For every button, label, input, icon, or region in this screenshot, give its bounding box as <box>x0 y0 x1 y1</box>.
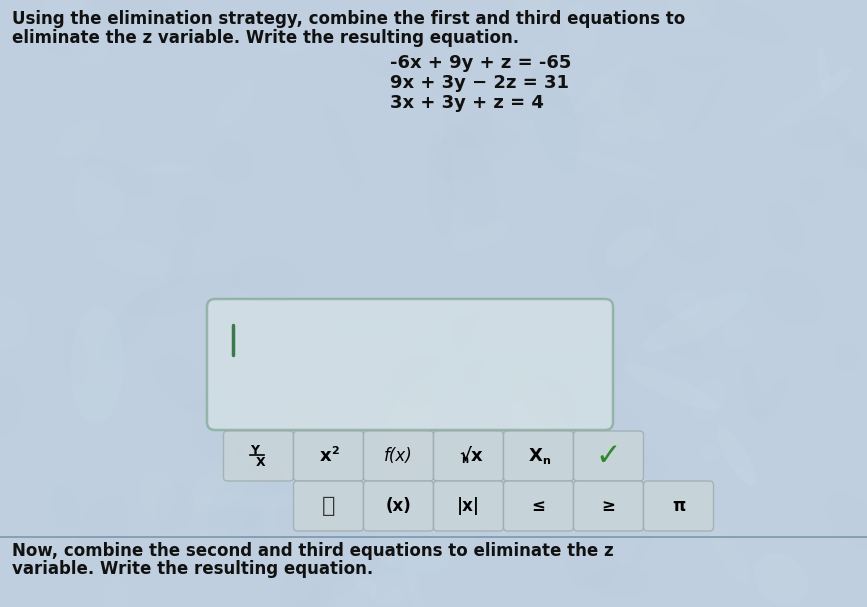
Text: X: X <box>256 455 265 469</box>
Text: (x): (x) <box>386 497 411 515</box>
Text: ✓: ✓ <box>596 441 622 470</box>
FancyBboxPatch shape <box>363 431 434 481</box>
Text: n: n <box>543 456 551 466</box>
Text: 9x + 3y − 2z = 31: 9x + 3y − 2z = 31 <box>390 74 569 92</box>
Text: ≥: ≥ <box>602 497 616 515</box>
FancyBboxPatch shape <box>504 481 573 531</box>
FancyBboxPatch shape <box>573 481 643 531</box>
Text: x: x <box>320 447 331 465</box>
Text: π: π <box>672 497 685 515</box>
Text: Y: Y <box>250 444 259 458</box>
FancyBboxPatch shape <box>573 431 643 481</box>
FancyBboxPatch shape <box>434 481 504 531</box>
FancyBboxPatch shape <box>224 431 294 481</box>
FancyBboxPatch shape <box>207 299 613 430</box>
Text: √x: √x <box>460 447 483 465</box>
FancyBboxPatch shape <box>363 481 434 531</box>
Text: ≤: ≤ <box>531 497 545 515</box>
Text: 3x + 3y + z = 4: 3x + 3y + z = 4 <box>390 94 544 112</box>
Text: 🗑: 🗑 <box>322 496 336 516</box>
Text: -6x + 9y + z = -65: -6x + 9y + z = -65 <box>390 54 571 72</box>
FancyBboxPatch shape <box>294 431 363 481</box>
Text: f(x): f(x) <box>384 447 413 465</box>
Text: Now, combine the second and third equations to eliminate the z: Now, combine the second and third equati… <box>12 542 614 560</box>
FancyBboxPatch shape <box>504 431 573 481</box>
Text: variable. Write the resulting equation.: variable. Write the resulting equation. <box>12 560 374 578</box>
FancyBboxPatch shape <box>294 481 363 531</box>
Text: |x|: |x| <box>457 497 480 515</box>
Text: eliminate the z variable. Write the resulting equation.: eliminate the z variable. Write the resu… <box>12 29 519 47</box>
Text: 2: 2 <box>331 446 339 456</box>
FancyBboxPatch shape <box>643 481 714 531</box>
Text: n: n <box>461 455 468 465</box>
Text: Using the elimination strategy, combine the first and third equations to: Using the elimination strategy, combine … <box>12 10 685 28</box>
FancyBboxPatch shape <box>434 431 504 481</box>
Text: X: X <box>529 447 543 465</box>
